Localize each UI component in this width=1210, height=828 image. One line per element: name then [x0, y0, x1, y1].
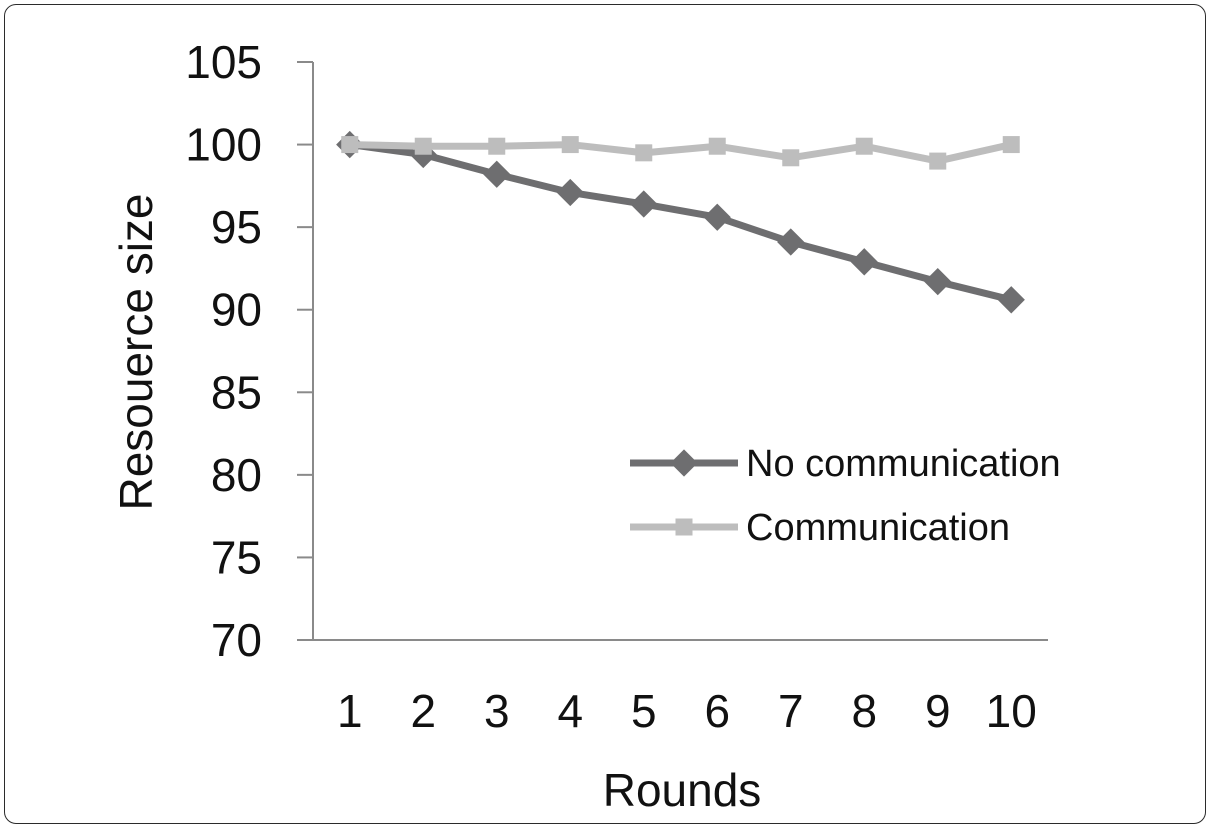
data-point — [924, 268, 952, 296]
x-tick-label: 10 — [986, 685, 1037, 737]
data-point — [850, 248, 878, 276]
y-tick-label: 90 — [211, 284, 262, 336]
legend-item: Communication — [630, 507, 1010, 549]
series-line — [349, 141, 1013, 165]
data-point — [777, 228, 805, 256]
data-point — [630, 190, 658, 218]
y-tick-label: 105 — [185, 36, 262, 88]
data-point — [1002, 136, 1020, 154]
legend: No communication Communication — [630, 443, 1061, 549]
series-line — [349, 141, 1013, 304]
y-tick-label: 75 — [211, 531, 262, 583]
data-point — [556, 178, 584, 207]
legend-label: Communication — [746, 507, 1010, 549]
y-axis-title: Resouerce size — [110, 193, 162, 510]
y-tick-label: 85 — [211, 366, 262, 418]
x-tick-label: 3 — [484, 685, 510, 737]
data-point — [855, 137, 873, 155]
x-tick-label: 1 — [337, 685, 363, 737]
data-point — [703, 203, 731, 231]
y-tick-label: 100 — [185, 119, 262, 171]
series-layer — [336, 130, 1025, 314]
legend-marker — [670, 449, 698, 477]
data-point — [561, 136, 579, 154]
data-point — [488, 137, 506, 155]
series-communication — [341, 136, 1020, 170]
data-point — [414, 137, 432, 155]
x-tick-label: 2 — [410, 685, 436, 737]
data-point — [708, 137, 726, 155]
y-axis: 70 75 80 85 90 95 100 105 — [185, 36, 314, 666]
legend-item: No communication — [630, 443, 1061, 485]
data-point — [483, 160, 511, 188]
x-tick-label: 7 — [778, 685, 804, 737]
x-tick-label: 9 — [925, 685, 951, 737]
data-point — [782, 149, 800, 167]
x-axis: 1 2 3 4 5 6 7 8 9 10 — [313, 639, 1048, 737]
data-point — [341, 136, 359, 154]
x-tick-label: 4 — [557, 685, 583, 737]
y-tick-label: 70 — [211, 614, 262, 666]
x-tick-label: 8 — [851, 685, 877, 737]
legend-marker — [675, 518, 693, 536]
x-tick-label: 5 — [631, 685, 657, 737]
y-tick-label: 95 — [211, 201, 262, 253]
x-tick-label: 6 — [704, 685, 730, 737]
data-point — [929, 152, 947, 170]
data-point — [997, 286, 1025, 314]
y-tick-label: 80 — [211, 449, 262, 501]
legend-label: No communication — [746, 443, 1061, 485]
x-axis-title: Rounds — [603, 764, 762, 816]
data-point — [635, 144, 653, 162]
